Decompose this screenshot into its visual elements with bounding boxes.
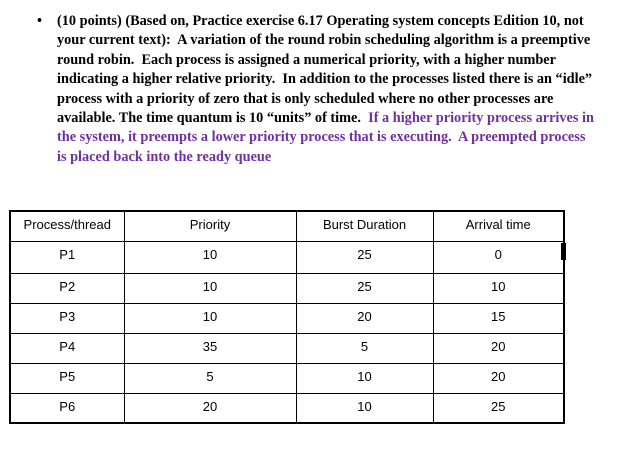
bullet-icon: •: [37, 13, 43, 29]
table-cell: 5: [295, 332, 434, 364]
question-paragraph: (10 points) (Based on, Practice exercise…: [57, 12, 598, 167]
process-table: Process/thread Priority Burst Duration Arri…: [9, 210, 565, 424]
table-cell: P5: [9, 362, 125, 394]
table-row: P5 5 10 20: [9, 362, 565, 394]
table-cell: P4: [9, 332, 125, 364]
table-row: P1 10 25 0: [9, 240, 565, 274]
table-cell: 10: [432, 272, 565, 304]
table-row: P2 10 25 10: [9, 272, 565, 304]
table-cell: P2: [9, 272, 125, 304]
table-cell: 10: [295, 362, 434, 394]
table-cell: 20: [123, 392, 297, 424]
table-cell: 5: [123, 362, 297, 394]
table-cell: 25: [295, 240, 434, 274]
table-cell: 0: [432, 240, 565, 274]
table-row: P6 20 10 25: [9, 392, 565, 424]
table-cell: 10: [123, 272, 297, 304]
column-header: Process/thread: [9, 210, 125, 242]
table-cell: 25: [295, 272, 434, 304]
question-text-black: (10 points) (Based on, Practice exercise…: [57, 13, 596, 127]
text-cursor-artifact: [561, 243, 566, 260]
table-cell: 10: [123, 240, 297, 274]
table-cell: 20: [295, 302, 434, 334]
table-header-row: Process/thread Priority Burst Duration Arri…: [9, 210, 565, 242]
column-header: Burst Duration: [295, 210, 434, 242]
table-cell: 10: [295, 392, 434, 424]
table-row: P3 10 20 15: [9, 302, 565, 334]
table-cell: 20: [432, 362, 565, 394]
question-text-purple: If a higher priority process arrives in …: [57, 110, 598, 165]
table-cell: P3: [9, 302, 125, 334]
table-cell: 20: [432, 332, 565, 364]
question-bullet-item: • (10 points) (Based on, Practice exerci…: [37, 12, 598, 167]
table-cell: P6: [9, 392, 125, 424]
column-header: Priority: [123, 210, 297, 242]
table-row: P4 35 5 20: [9, 332, 565, 364]
table-body: P1 10 25 0 P2 10 25 10 P3 10 20 15 P4 35 5 20 P5 5 10 20 P6 2…: [9, 240, 565, 424]
table-cell: P1: [9, 240, 125, 274]
table-cell: 15: [432, 302, 565, 334]
table-cell: 10: [123, 302, 297, 334]
column-header: Arrival time: [432, 210, 565, 242]
table-cell: 35: [123, 332, 297, 364]
table-cell: 25: [432, 392, 565, 424]
